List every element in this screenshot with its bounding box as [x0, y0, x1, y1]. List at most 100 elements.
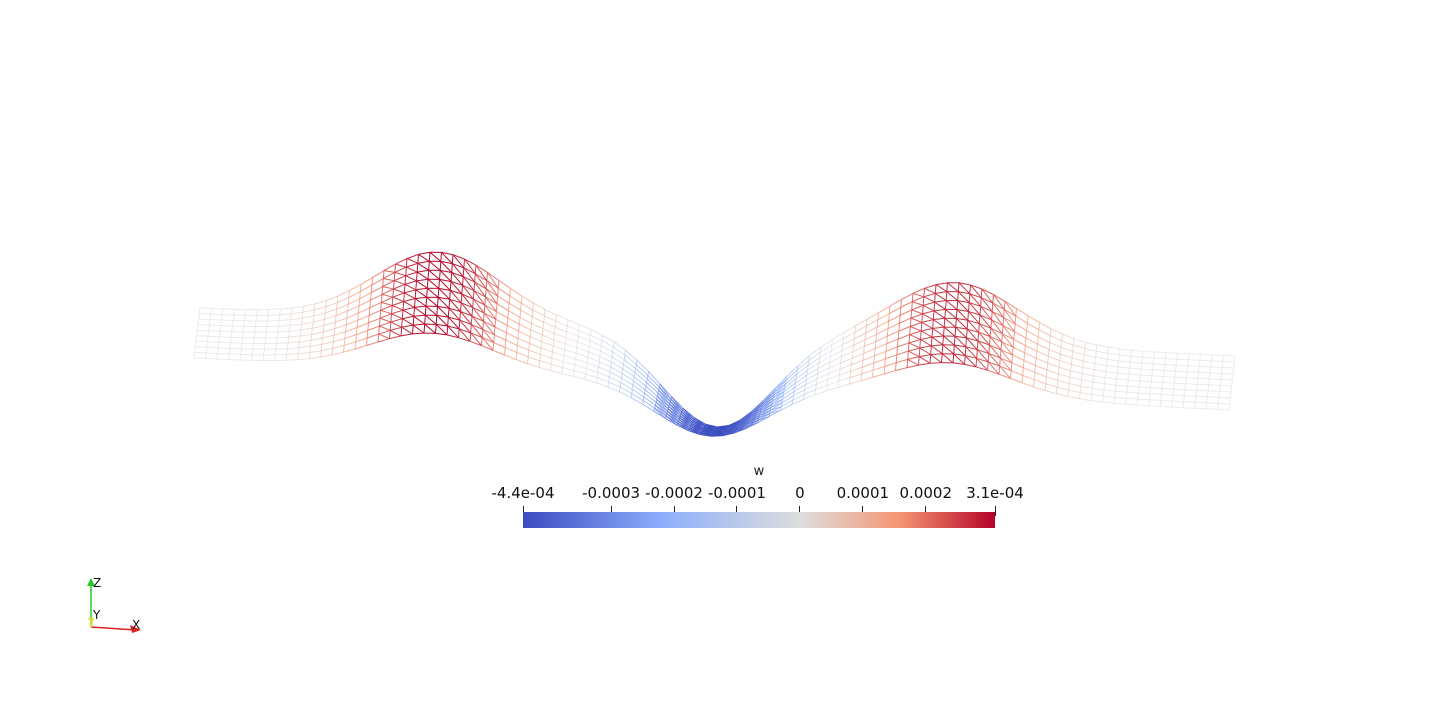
mesh-edge	[1207, 396, 1219, 398]
mesh-edge	[1207, 384, 1210, 391]
mesh-edge	[1015, 308, 1017, 317]
mesh-edge	[1208, 378, 1210, 385]
mesh-edge	[394, 266, 407, 273]
mesh-edge	[358, 307, 371, 314]
mesh-edge	[379, 325, 391, 331]
mesh-edge	[531, 316, 533, 324]
mesh-edge	[929, 354, 932, 364]
mesh-edge	[875, 343, 887, 350]
mesh-edge	[277, 326, 279, 332]
mesh-edge	[1196, 384, 1198, 391]
mesh-edge	[838, 375, 840, 382]
mesh-edge	[440, 269, 452, 273]
mesh-edge	[968, 302, 981, 316]
mesh-edge	[563, 361, 575, 366]
colorbar-tick-label: -4.4e-04	[491, 484, 555, 502]
mesh-edge	[485, 296, 498, 305]
mesh-edge	[1014, 323, 1027, 332]
mesh-edge	[912, 301, 924, 306]
mesh-edge	[493, 326, 496, 335]
mesh-edge	[610, 361, 612, 368]
mesh-edge	[518, 324, 520, 332]
mesh-edge	[405, 267, 407, 276]
mesh-edge	[474, 273, 487, 290]
mesh-edge	[896, 358, 908, 364]
mesh-edge	[404, 283, 417, 291]
mesh-edge	[423, 324, 426, 334]
mesh-edge	[555, 314, 557, 322]
mesh-edge	[393, 283, 406, 290]
mesh-edge	[355, 327, 358, 335]
mesh-edge	[900, 301, 913, 308]
mesh-edge	[920, 330, 933, 338]
mesh-edge	[1209, 366, 1212, 373]
mesh-edge	[793, 387, 796, 392]
mesh-edge	[1151, 381, 1163, 383]
mesh-edge	[933, 317, 945, 321]
mesh-edge	[205, 352, 207, 359]
mesh-edge	[197, 319, 200, 325]
mesh-edge	[654, 404, 667, 417]
mesh-edge	[924, 284, 937, 289]
mesh-edge	[1045, 369, 1048, 377]
mesh-edge	[577, 341, 590, 347]
mesh-edge	[1036, 343, 1038, 352]
mesh-edge	[1061, 334, 1063, 341]
mesh-edge	[451, 263, 464, 277]
mesh-edge	[907, 356, 920, 360]
mesh-edge	[919, 354, 931, 358]
mesh-edge	[774, 383, 786, 393]
mesh-edge	[865, 319, 868, 327]
mesh-edge	[562, 367, 575, 372]
colorbar-tick-label: -0.0003	[582, 484, 641, 502]
mesh-edge	[1206, 390, 1209, 397]
mesh-edge	[584, 379, 597, 384]
mesh-edge	[953, 344, 966, 356]
mesh-edge	[382, 278, 384, 287]
mesh-edge	[1047, 362, 1060, 368]
mesh-edge	[481, 337, 494, 351]
mesh-edge	[933, 308, 946, 312]
mesh-edge	[1058, 373, 1071, 378]
mesh-edge	[417, 254, 419, 264]
mesh-edge	[449, 290, 451, 300]
mesh-edge	[1000, 357, 1012, 364]
mesh-edge	[1021, 382, 1034, 388]
mesh-edge	[666, 413, 679, 424]
mesh-edge	[564, 349, 577, 354]
mesh-edge	[820, 344, 833, 353]
mesh-edge	[332, 344, 345, 349]
mesh-edge	[1162, 376, 1164, 383]
orientation-axes: Z Y X	[80, 572, 150, 642]
mesh-edge	[873, 358, 886, 364]
mesh-edge	[862, 353, 865, 361]
mesh-edge	[586, 367, 598, 373]
mesh-edge	[334, 322, 336, 329]
mesh-edge	[394, 275, 406, 282]
mesh-edge	[910, 317, 922, 323]
mesh-edge	[964, 346, 967, 356]
mesh-edge	[198, 313, 200, 320]
mesh-edge	[332, 335, 335, 342]
mesh-edge	[990, 327, 1003, 335]
mesh-edge	[1197, 377, 1210, 380]
mesh-edge	[843, 331, 856, 339]
mesh-edge	[1058, 360, 1061, 368]
mesh-edge	[314, 306, 326, 311]
mesh-edge	[348, 290, 350, 298]
mesh-edge	[531, 309, 534, 317]
mesh-edge	[1014, 331, 1027, 339]
mesh-edge	[587, 356, 600, 363]
mesh-edge	[1220, 373, 1222, 380]
mesh-edge	[216, 353, 219, 360]
mesh-edge	[1165, 358, 1177, 360]
mesh-edge	[1118, 360, 1131, 363]
mesh-edge	[946, 282, 948, 292]
mesh-edge	[619, 391, 632, 399]
mesh-edge	[602, 334, 615, 343]
mesh-edge	[460, 311, 472, 325]
mesh-edge	[679, 417, 691, 427]
mesh-edge	[1137, 386, 1140, 394]
